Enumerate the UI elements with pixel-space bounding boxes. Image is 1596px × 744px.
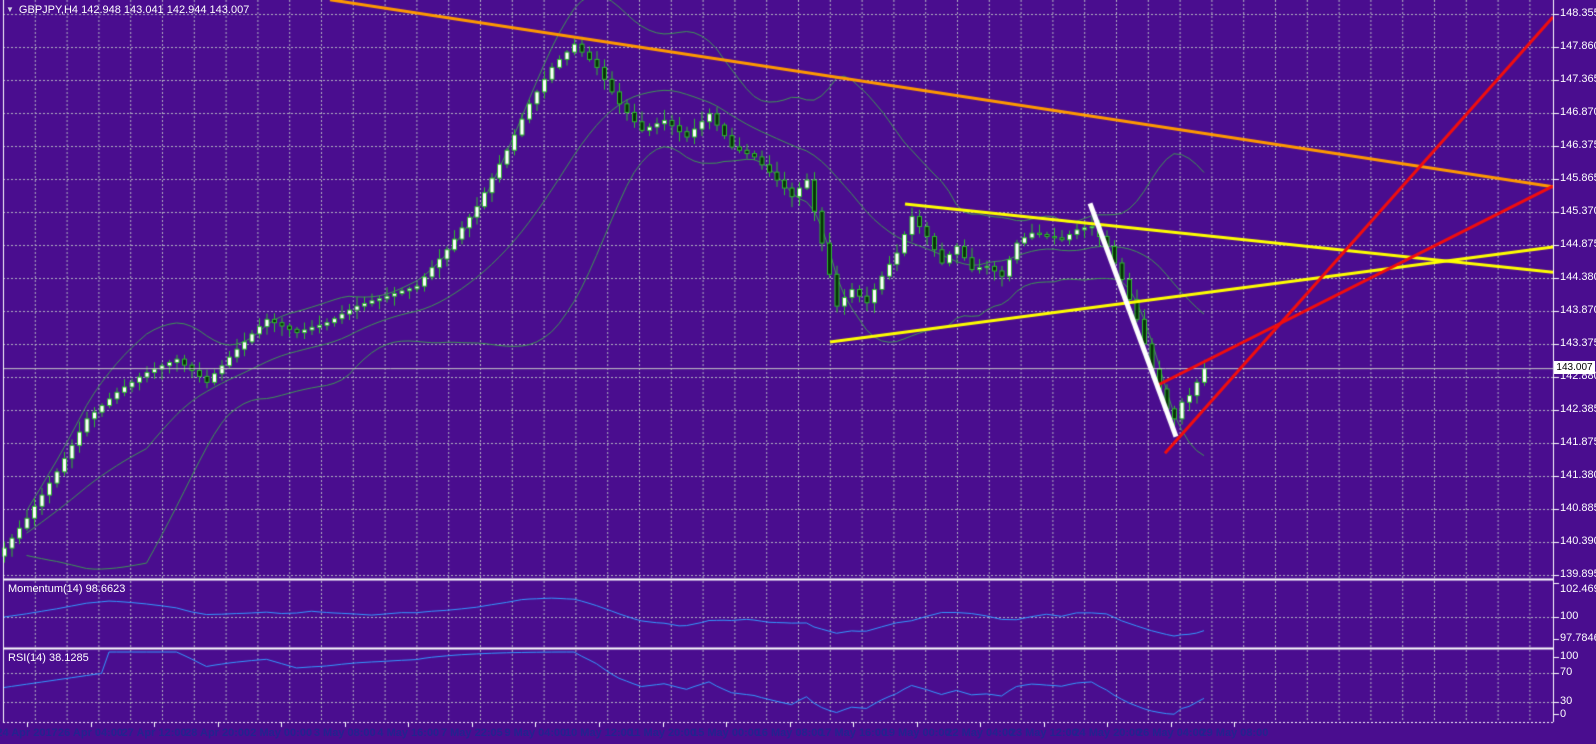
ohlc-values: 142.948 143.041 142.944 143.007 — [81, 4, 250, 16]
rsi-axis-label: 30 — [1560, 695, 1573, 707]
time-axis-label: 10 May 12:00 — [564, 727, 633, 739]
price-axis-label: 145.865 — [1560, 172, 1596, 184]
time-axis-label: 24 May 20:00 — [1073, 727, 1142, 739]
time-axis-label: 2 May 00:00 — [250, 727, 313, 739]
price-axis-label: 146.870 — [1560, 106, 1596, 118]
price-axis-label: 146.375 — [1560, 139, 1596, 151]
rsi-axis-label: 100 — [1560, 650, 1579, 662]
price-axis-label: 145.370 — [1560, 205, 1596, 217]
time-axis-label: 17 May 16:00 — [819, 727, 888, 739]
time-axis-label: 22 May 04:00 — [946, 727, 1015, 739]
momentum-label: Momentum(14) 98.6623 — [8, 583, 126, 595]
time-axis-label: 26 Apr 04:00 — [58, 727, 124, 739]
time-axis-label: 28 Apr 20:00 — [185, 727, 251, 739]
momentum-axis-label: 100 — [1560, 610, 1579, 622]
time-axis-label: 26 May 04:00 — [1136, 727, 1205, 739]
price-axis-label: 142.385 — [1560, 403, 1596, 415]
time-axis-label: 7 May 22:05 — [440, 727, 503, 739]
price-axis-label: 144.380 — [1560, 271, 1596, 283]
price-axis-label: 141.380 — [1560, 469, 1596, 481]
time-axis-label: 23 May 12:00 — [1009, 727, 1078, 739]
time-axis-label: 27 Apr 12:00 — [121, 727, 187, 739]
price-axis-label: 143.375 — [1560, 337, 1596, 349]
price-axis-label: 143.870 — [1560, 304, 1596, 316]
price-axis-label: 140.885 — [1560, 502, 1596, 514]
time-axis-label: 9 May 04:00 — [504, 727, 567, 739]
time-axis-label: 24 Apr 2017 — [0, 727, 58, 739]
collapse-triangle-icon[interactable]: ▼ — [6, 5, 14, 14]
price-axis-label: 140.390 — [1560, 535, 1596, 547]
price-axis-label: 147.860 — [1560, 40, 1596, 52]
symbol-period-label: GBPJPY,H4 — [18, 4, 79, 16]
momentum-axis-label: 102.4696 — [1560, 583, 1596, 595]
price-axis-label: 148.355 — [1560, 7, 1596, 19]
rsi-axis-label: 0 — [1560, 708, 1567, 720]
price-axis-label: 141.875 — [1560, 436, 1596, 448]
price-axis-label: 139.895 — [1560, 568, 1596, 580]
time-axis-label: 29 May 08:00 — [1200, 727, 1269, 739]
time-axis-label: 3 May 08:00 — [313, 727, 376, 739]
time-axis-label: 16 May 08:00 — [755, 727, 824, 739]
chart-title: ▼ GBPJPY,H4 142.948 143.041 142.944 143.0… — [6, 4, 249, 16]
current-price-badge: 143.007 — [1554, 361, 1595, 374]
price-axis-label: 147.365 — [1560, 73, 1596, 85]
price-axis-label: 144.875 — [1560, 238, 1596, 250]
time-axis-label: 15 May 00:00 — [692, 727, 760, 739]
time-axis-label: 11 May 20:00 — [628, 727, 697, 739]
time-axis-label: 4 May 16:00 — [377, 727, 440, 739]
rsi-axis-label: 70 — [1560, 666, 1573, 678]
rsi-label: RSI(14) 38.1285 — [8, 652, 89, 664]
time-axis-label: 19 May 00:00 — [882, 727, 951, 739]
momentum-axis-label: 97.7846 — [1560, 632, 1596, 644]
